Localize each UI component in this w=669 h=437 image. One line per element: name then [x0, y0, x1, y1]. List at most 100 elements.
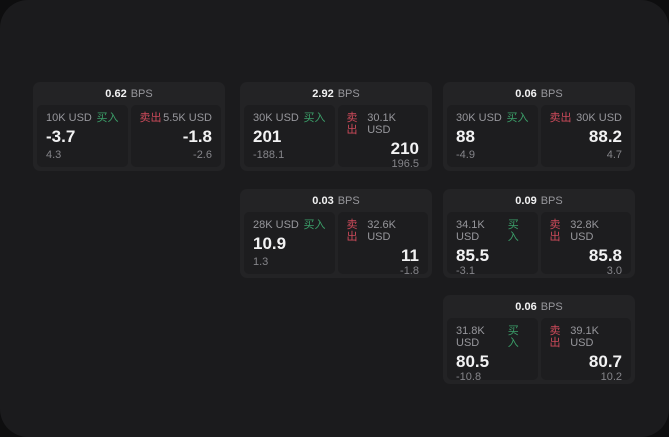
- buy-price: 80.5: [456, 352, 490, 371]
- buy-notional: 28K USD: [253, 219, 299, 231]
- buy-side-label: 买入: [303, 219, 326, 231]
- quote-card[interactable]: 0.06 BPS 31.8K USD 买入 80.5 -10.8 卖出 39.1…: [443, 295, 635, 384]
- buy-notional: 31.8K USD: [456, 325, 485, 349]
- sell-delta: 3.0: [606, 265, 622, 277]
- bps-unit-label: BPS: [130, 87, 153, 100]
- bps-value: 2.92: [312, 87, 334, 100]
- sell-delta: -2.6: [193, 149, 212, 161]
- card-header: 0.09 BPS: [443, 189, 635, 212]
- bps-value: 0.06: [515, 87, 537, 100]
- sell-delta: 4.7: [606, 149, 622, 161]
- card-body: 28K USD 买入 10.9 1.3 卖出 32.6K USD 11 -1.8: [240, 212, 432, 278]
- bps-unit-label: BPS: [540, 300, 563, 313]
- sell-panel[interactable]: 卖出 32.6K USD 11 -1.8: [337, 212, 428, 277]
- sell-panel[interactable]: 卖出 39.1K USD 80.7 10.2: [540, 318, 631, 383]
- card-header: 0.06 BPS: [443, 82, 635, 105]
- card-body: 34.1K USD 买入 85.5 -3.1 卖出 32.8K USD 85.8…: [443, 212, 635, 278]
- sell-side-label: 卖出: [549, 325, 561, 349]
- card-body: 30K USD 买入 201 -188.1 卖出 30.1K USD 210 1…: [240, 105, 432, 171]
- card-header: 2.92 BPS: [240, 82, 432, 105]
- sell-panel[interactable]: 卖出 30.1K USD 210 196.5: [337, 105, 428, 170]
- sell-panel[interactable]: 卖出 30K USD 88.2 4.7: [540, 105, 631, 167]
- quote-card[interactable]: 0.09 BPS 34.1K USD 买入 85.5 -3.1 卖出 32.8K…: [443, 189, 635, 278]
- buy-side-label: 买入: [507, 219, 519, 243]
- sell-panel-top: 卖出 32.8K USD: [550, 219, 623, 243]
- sell-side-label: 卖出: [139, 112, 162, 124]
- quote-card[interactable]: 2.92 BPS 30K USD 买入 201 -188.1 卖出 30.1K …: [240, 82, 432, 171]
- buy-panel[interactable]: 31.8K USD 买入 80.5 -10.8: [447, 318, 538, 383]
- sell-panel-top: 卖出 30K USD: [550, 112, 623, 124]
- buy-panel-top: 34.1K USD 买入: [456, 219, 529, 243]
- buy-panel[interactable]: 28K USD 买入 10.9 1.3: [244, 212, 335, 274]
- buy-price: 10.9: [253, 234, 287, 253]
- quote-card[interactable]: 0.06 BPS 30K USD 买入 88 -4.9 卖出 30K USD: [443, 82, 635, 171]
- buy-price: 88: [456, 127, 475, 146]
- buy-panel[interactable]: 30K USD 买入 88 -4.9: [447, 105, 538, 167]
- buy-delta: -10.8: [456, 371, 482, 383]
- bps-value: 0.03: [312, 194, 334, 207]
- sell-price: 210: [390, 139, 419, 158]
- buy-price: 201: [253, 127, 282, 146]
- buy-delta: 1.3: [253, 256, 269, 268]
- card-header: 0.03 BPS: [240, 189, 432, 212]
- sell-panel-top: 卖出 39.1K USD: [550, 325, 623, 349]
- buy-panel-top: 10K USD 买入: [46, 112, 119, 124]
- sell-delta: -1.8: [400, 265, 419, 277]
- buy-notional: 34.1K USD: [456, 219, 485, 243]
- sell-price: 11: [401, 246, 419, 265]
- sell-delta: 196.5: [391, 158, 419, 170]
- bps-unit-label: BPS: [337, 194, 360, 207]
- quote-card[interactable]: 0.03 BPS 28K USD 买入 10.9 1.3 卖出 32.6K US…: [240, 189, 432, 278]
- sell-notional: 32.8K USD: [570, 219, 599, 243]
- buy-delta: -3.1: [456, 265, 475, 277]
- buy-panel-top: 28K USD 买入: [253, 219, 326, 231]
- buy-delta: -188.1: [253, 149, 285, 161]
- buy-panel-top: 30K USD 买入: [456, 112, 529, 124]
- buy-notional: 10K USD: [46, 112, 92, 124]
- card-body: 10K USD 买入 -3.7 4.3 卖出 5.5K USD -1.8 -2.…: [33, 105, 225, 171]
- buy-price: 85.5: [456, 246, 490, 265]
- buy-panel[interactable]: 30K USD 买入 201 -188.1: [244, 105, 335, 167]
- buy-delta: -4.9: [456, 149, 475, 161]
- card-header: 0.06 BPS: [443, 295, 635, 318]
- bps-value: 0.62: [105, 87, 127, 100]
- buy-side-label: 买入: [303, 112, 326, 124]
- sell-delta: 10.2: [600, 371, 622, 383]
- buy-panel[interactable]: 34.1K USD 买入 85.5 -3.1: [447, 212, 538, 277]
- buy-side-label: 买入: [507, 325, 519, 349]
- bps-value: 0.09: [515, 194, 537, 207]
- sell-price: 88.2: [588, 127, 622, 146]
- card-header: 0.62 BPS: [33, 82, 225, 105]
- quote-card[interactable]: 0.62 BPS 10K USD 买入 -3.7 4.3 卖出 5.5K USD: [33, 82, 225, 171]
- buy-notional: 30K USD: [253, 112, 299, 124]
- sell-price: -1.8: [182, 127, 212, 146]
- sell-notional: 32.6K USD: [367, 219, 396, 243]
- buy-side-label: 买入: [506, 112, 529, 124]
- sell-side-label: 卖出: [549, 219, 561, 243]
- bps-unit-label: BPS: [540, 194, 563, 207]
- buy-panel[interactable]: 10K USD 买入 -3.7 4.3: [37, 105, 128, 167]
- buy-notional: 30K USD: [456, 112, 502, 124]
- buy-price: -3.7: [46, 127, 76, 146]
- card-body: 30K USD 买入 88 -4.9 卖出 30K USD 88.2 4.7: [443, 105, 635, 171]
- sell-notional: 5.5K USD: [163, 112, 212, 124]
- buy-side-label: 买入: [96, 112, 119, 124]
- card-body: 31.8K USD 买入 80.5 -10.8 卖出 39.1K USD 80.…: [443, 318, 635, 384]
- bps-value: 0.06: [515, 300, 537, 313]
- bps-unit-label: BPS: [540, 87, 563, 100]
- buy-panel-top: 31.8K USD 买入: [456, 325, 529, 349]
- sell-notional: 30.1K USD: [367, 112, 396, 136]
- sell-panel-top: 卖出 30.1K USD: [347, 112, 420, 136]
- sell-panel[interactable]: 卖出 32.8K USD 85.8 3.0: [540, 212, 631, 277]
- sell-price: 80.7: [588, 352, 622, 371]
- sell-panel-top: 卖出 32.6K USD: [347, 219, 420, 243]
- sell-panel-top: 卖出 5.5K USD: [140, 112, 213, 124]
- sell-panel[interactable]: 卖出 5.5K USD -1.8 -2.6: [130, 105, 221, 167]
- sell-price: 85.8: [588, 246, 622, 265]
- sell-side-label: 卖出: [346, 112, 358, 136]
- buy-delta: 4.3: [46, 149, 62, 161]
- sell-notional: 30K USD: [576, 112, 622, 124]
- sell-side-label: 卖出: [346, 219, 358, 243]
